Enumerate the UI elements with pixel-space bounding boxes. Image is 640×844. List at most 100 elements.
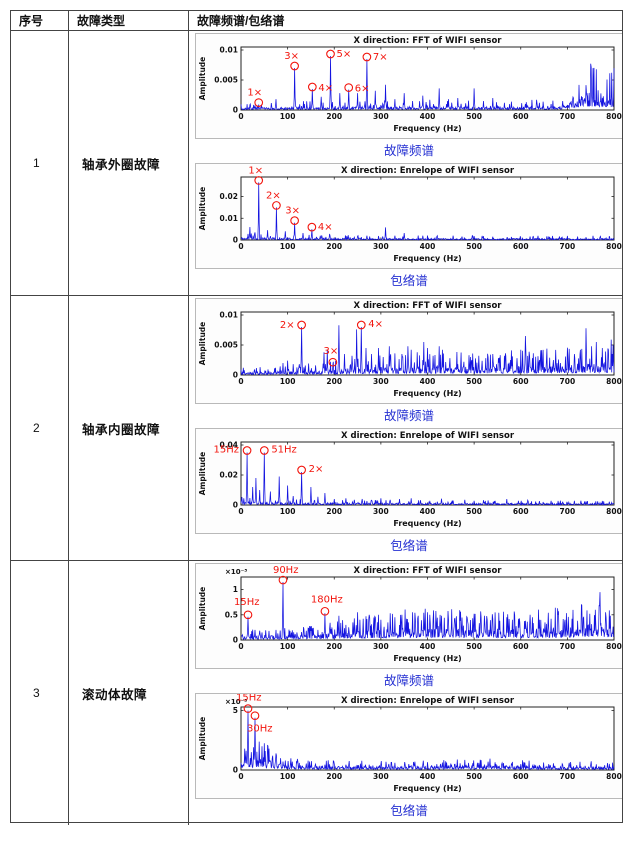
svg-text:Amplitude: Amplitude: [198, 717, 207, 761]
svg-text:100: 100: [280, 642, 296, 651]
svg-text:700: 700: [560, 242, 576, 251]
svg-text:1×: 1×: [248, 165, 263, 176]
table-header-row: 序号 故障类型 故障频谱/包络谱: [11, 11, 622, 31]
fft-spectrum-figure: X direction: FFT of WIFI sensor 0 100 200 30…: [195, 33, 622, 139]
svg-text:0: 0: [238, 642, 243, 651]
svg-text:X direction: Enrelope of WIFI: X direction: Enrelope of WIFI sensor: [341, 431, 515, 441]
svg-text:400: 400: [420, 772, 436, 781]
fault-type-label: 滚动体故障: [69, 561, 189, 825]
svg-text:90Hz: 90Hz: [273, 565, 299, 576]
svg-text:Amplitude: Amplitude: [198, 57, 207, 101]
svg-text:300: 300: [373, 112, 389, 121]
svg-text:200: 200: [326, 507, 342, 516]
svg-text:200: 200: [326, 242, 342, 251]
svg-text:Frequency (Hz): Frequency (Hz): [393, 389, 461, 398]
svg-text:600: 600: [513, 772, 529, 781]
header-serial-number: 序号: [11, 11, 69, 30]
chart-caption-fft: 故障频谱: [383, 409, 434, 423]
svg-text:500: 500: [466, 242, 482, 251]
svg-text:X direction: Enrelope of WIFI: X direction: Enrelope of WIFI sensor: [341, 166, 515, 176]
svg-text:100: 100: [280, 507, 296, 516]
chart-caption-fft: 故障频谱: [383, 144, 434, 158]
svg-text:Frequency (Hz): Frequency (Hz): [393, 124, 461, 133]
svg-text:800: 800: [606, 377, 622, 386]
svg-text:4×: 4×: [318, 222, 333, 233]
svg-text:3×: 3×: [285, 206, 300, 217]
svg-text:0.005: 0.005: [214, 76, 238, 85]
svg-text:100: 100: [280, 242, 296, 251]
svg-text:180Hz: 180Hz: [311, 594, 343, 605]
svg-text:0: 0: [233, 236, 238, 245]
table-row-outer-race-fault: 1 轴承外圈故障 X direction: FFT of WIFI sensor…: [11, 31, 622, 296]
fft-spectrum-chart: X direction: FFT of WIFI sensor 0 100 200 30…: [198, 36, 622, 133]
svg-text:Amplitude: Amplitude: [198, 322, 207, 366]
svg-text:5×: 5×: [337, 49, 352, 60]
svg-text:300: 300: [373, 377, 389, 386]
svg-text:Frequency (Hz): Frequency (Hz): [393, 654, 461, 663]
svg-text:0.02: 0.02: [219, 471, 238, 480]
svg-text:300: 300: [373, 507, 389, 516]
svg-text:0: 0: [233, 766, 238, 775]
svg-text:0.01: 0.01: [219, 46, 238, 55]
chart-caption-envelope: 包络谱: [390, 539, 428, 553]
svg-text:2×: 2×: [309, 464, 324, 475]
svg-text:200: 200: [326, 772, 342, 781]
fft-spectrum-chart: X direction: FFT of WIFI sensor 0 100 200 30…: [198, 301, 622, 398]
row-index: 2: [11, 296, 69, 560]
svg-text:X direction: FFT of WIFI senso: X direction: FFT of WIFI sensor: [353, 36, 502, 46]
svg-text:0: 0: [233, 501, 238, 510]
fft-spectrum-chart: X direction: FFT of WIFI sensor ×10⁻³ 0 100…: [198, 565, 622, 663]
svg-text:600: 600: [513, 112, 529, 121]
header-spectrum: 故障频谱/包络谱: [197, 14, 285, 28]
charts-cell: X direction: FFT of WIFI sensor 0 100 200 30…: [189, 31, 622, 295]
svg-text:0: 0: [233, 636, 238, 645]
svg-text:3×: 3×: [323, 346, 338, 357]
svg-text:1×: 1×: [247, 88, 262, 99]
svg-text:200: 200: [326, 112, 342, 121]
charts-cell: X direction: FFT of WIFI sensor 0 100 200 30…: [189, 296, 622, 560]
envelope-spectrum-chart: X direction: Enrelope of WIFI sensor 0 100…: [198, 431, 622, 528]
svg-text:0.005: 0.005: [214, 341, 238, 350]
svg-text:800: 800: [606, 242, 622, 251]
chart-caption-fft: 故障频谱: [383, 674, 434, 688]
svg-text:500: 500: [466, 507, 482, 516]
header-fault-type: 故障类型: [69, 11, 189, 30]
svg-text:0: 0: [238, 377, 243, 386]
svg-text:Frequency (Hz): Frequency (Hz): [393, 519, 461, 528]
svg-text:6×: 6×: [355, 84, 370, 95]
envelope-spectrum-figure: X direction: Enrelope of WIFI sensor 0 100…: [195, 163, 622, 269]
svg-text:X direction: FFT of WIFI senso: X direction: FFT of WIFI sensor: [353, 566, 502, 576]
svg-text:500: 500: [466, 772, 482, 781]
svg-text:800: 800: [606, 772, 622, 781]
svg-text:×10⁻³: ×10⁻³: [225, 698, 247, 706]
svg-text:0.01: 0.01: [219, 214, 238, 223]
svg-text:0: 0: [238, 772, 243, 781]
envelope-spectrum-figure: X direction: Enrelope of WIFI sensor 0 100…: [195, 428, 622, 534]
svg-text:600: 600: [513, 377, 529, 386]
envelope-spectrum-chart: X direction: Enrelope of WIFI sensor 0 100…: [198, 165, 622, 263]
svg-text:1: 1: [233, 585, 238, 594]
svg-text:700: 700: [560, 772, 576, 781]
svg-text:7×: 7×: [373, 52, 388, 63]
fft-spectrum-figure: X direction: FFT of WIFI sensor ×10⁻³ 0 100…: [195, 563, 622, 669]
svg-text:0: 0: [233, 106, 238, 115]
svg-text:3×: 3×: [284, 51, 299, 62]
svg-text:600: 600: [513, 242, 529, 251]
svg-text:4×: 4×: [368, 319, 383, 330]
row-index: 1: [11, 31, 69, 295]
svg-text:Amplitude: Amplitude: [198, 452, 207, 496]
table-row-rolling-element-fault: 3 滚动体故障 X direction: FFT of WIFI sensor ×…: [11, 561, 622, 825]
svg-text:300: 300: [373, 642, 389, 651]
svg-text:200: 200: [326, 377, 342, 386]
svg-text:4×: 4×: [318, 83, 333, 94]
svg-text:100: 100: [280, 377, 296, 386]
charts-cell: X direction: FFT of WIFI sensor ×10⁻³ 0 100…: [189, 561, 622, 825]
svg-text:800: 800: [606, 507, 622, 516]
fault-spectrum-table: 序号 故障类型 故障频谱/包络谱 1 轴承外圈故障 X direction: F…: [10, 10, 623, 825]
svg-text:300: 300: [373, 772, 389, 781]
svg-text:100: 100: [280, 772, 296, 781]
svg-text:0: 0: [233, 371, 238, 380]
svg-text:51Hz: 51Hz: [271, 445, 297, 456]
svg-text:×10⁻³: ×10⁻³: [225, 568, 247, 576]
svg-text:700: 700: [560, 507, 576, 516]
